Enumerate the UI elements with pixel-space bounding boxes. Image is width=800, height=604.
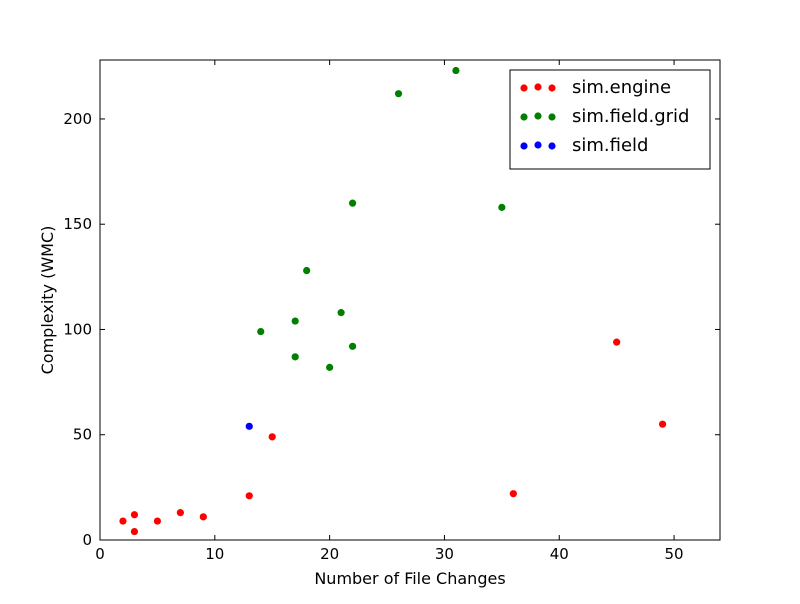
data-point-sim-field-grid-0 bbox=[257, 327, 265, 336]
y-axis-label: Complexity (WMC) bbox=[38, 226, 57, 375]
data-point-sim-engine-7 bbox=[268, 433, 276, 441]
x-tick-label-20: 20 bbox=[320, 545, 339, 563]
x-tick-label-10: 10 bbox=[205, 545, 224, 563]
legend-label-sim-field: sim.field bbox=[572, 135, 648, 156]
legend-marker-sim-field-grid-0 bbox=[520, 113, 528, 121]
legend-marker-sim-field-1 bbox=[534, 141, 542, 149]
x-tick-label-50: 50 bbox=[665, 545, 684, 563]
legend-marker-sim-engine-2 bbox=[548, 84, 556, 92]
data-point-sim-field-0 bbox=[245, 422, 253, 430]
x-axis-label: Number of File Changes bbox=[314, 569, 505, 588]
x-tick-label-40: 40 bbox=[550, 545, 569, 563]
data-points-layer bbox=[119, 66, 667, 536]
data-point-sim-engine-3 bbox=[153, 517, 162, 525]
legend: sim.engine sim.field.grid sim.field bbox=[509, 69, 711, 170]
data-point-sim-field-grid-9 bbox=[452, 66, 460, 75]
legend-label-sim-engine: sim.engine bbox=[572, 77, 671, 98]
x-tick-label-30: 30 bbox=[435, 545, 454, 563]
legend-marker-sim-engine-1 bbox=[534, 83, 542, 91]
y-tick-label-0: 0 bbox=[82, 531, 92, 549]
y-tick-label-100: 100 bbox=[63, 320, 92, 338]
axis-ticks-layer: 0 10 20 30 40 50 0 50 100 150 200 bbox=[63, 60, 720, 563]
data-point-sim-engine-9 bbox=[613, 338, 621, 346]
data-point-sim-engine-6 bbox=[245, 492, 253, 500]
data-point-sim-field-grid-2 bbox=[291, 353, 299, 361]
legend-marker-sim-field-2 bbox=[548, 142, 556, 150]
data-point-sim-field-grid-7 bbox=[348, 342, 357, 350]
legend-marker-sim-field-grid-2 bbox=[548, 113, 556, 121]
data-point-sim-engine-5 bbox=[199, 513, 207, 521]
legend-box bbox=[509, 69, 711, 170]
x-tick-label-0: 0 bbox=[95, 545, 105, 563]
legend-label-sim-field-grid: sim.field.grid bbox=[572, 106, 689, 127]
y-tick-label-50: 50 bbox=[73, 426, 92, 444]
y-tick-label-200: 200 bbox=[63, 110, 92, 128]
data-point-sim-engine-8 bbox=[509, 490, 517, 498]
data-point-sim-engine-10 bbox=[658, 420, 667, 428]
data-point-sim-field-grid-10 bbox=[498, 203, 506, 211]
legend-marker-sim-engine-0 bbox=[520, 84, 528, 92]
legend-marker-sim-field-grid-1 bbox=[534, 112, 542, 120]
data-point-sim-engine-2 bbox=[130, 527, 139, 536]
plot-frame bbox=[99, 59, 721, 541]
data-point-sim-field-grid-5 bbox=[337, 309, 345, 317]
y-tick-label-150: 150 bbox=[63, 215, 92, 233]
data-point-sim-field-grid-3 bbox=[303, 266, 311, 275]
data-point-sim-engine-1 bbox=[130, 511, 139, 519]
data-point-sim-engine-0 bbox=[119, 517, 127, 525]
data-point-sim-field-grid-4 bbox=[326, 363, 334, 371]
data-point-sim-field-grid-8 bbox=[394, 90, 403, 98]
data-point-sim-field-grid-6 bbox=[348, 199, 357, 207]
data-point-sim-engine-4 bbox=[176, 509, 184, 517]
data-point-sim-field-grid-1 bbox=[291, 317, 299, 325]
legend-marker-sim-field-0 bbox=[520, 142, 528, 150]
